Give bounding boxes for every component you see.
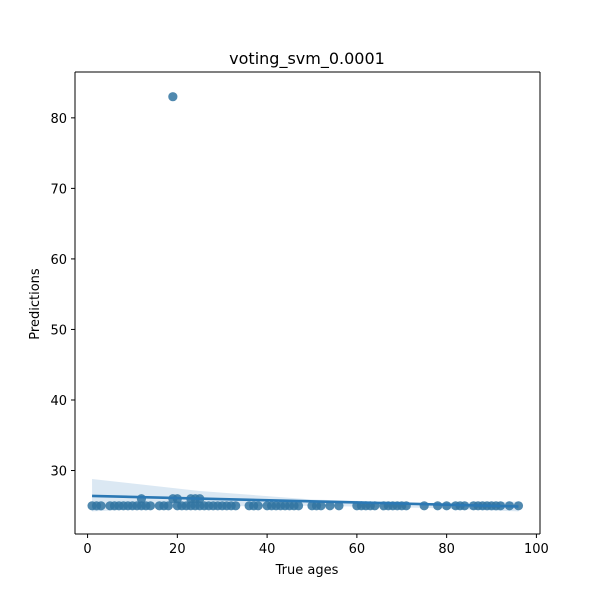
x-tick-label: 0 [83, 542, 91, 557]
data-point [163, 501, 173, 511]
data-point [168, 92, 178, 102]
y-tick-label: 60 [50, 253, 67, 268]
x-tick-label: 60 [349, 542, 366, 557]
x-tick-label: 40 [259, 542, 276, 557]
ticks-layer: 0 20 40 60 80 100 30 40 50 60 70 80 [50, 112, 548, 557]
regression-line [92, 494, 519, 508]
data-point [316, 501, 326, 511]
data-point [334, 501, 344, 511]
x-tick-label: 100 [524, 542, 549, 557]
data-point [325, 501, 335, 511]
data-point [231, 501, 241, 511]
regression-layer [92, 494, 519, 508]
x-axis-label: True ages [275, 563, 339, 578]
y-tick-label: 70 [50, 182, 67, 197]
chart-title: voting_svm_0.0001 [229, 49, 385, 69]
data-point [145, 501, 156, 511]
y-tick-label: 30 [50, 465, 67, 480]
x-tick-label: 20 [169, 542, 186, 557]
data-point [293, 501, 304, 511]
data-point [96, 501, 106, 511]
data-point [253, 501, 263, 511]
axes-layer [74, 71, 541, 535]
x-tick-label: 80 [438, 542, 455, 557]
y-tick-label: 80 [50, 112, 67, 127]
y-tick-label: 50 [50, 323, 67, 338]
y-axis-label: Predictions [28, 268, 43, 340]
data-point [419, 501, 429, 511]
y-tick-label: 40 [50, 394, 67, 409]
